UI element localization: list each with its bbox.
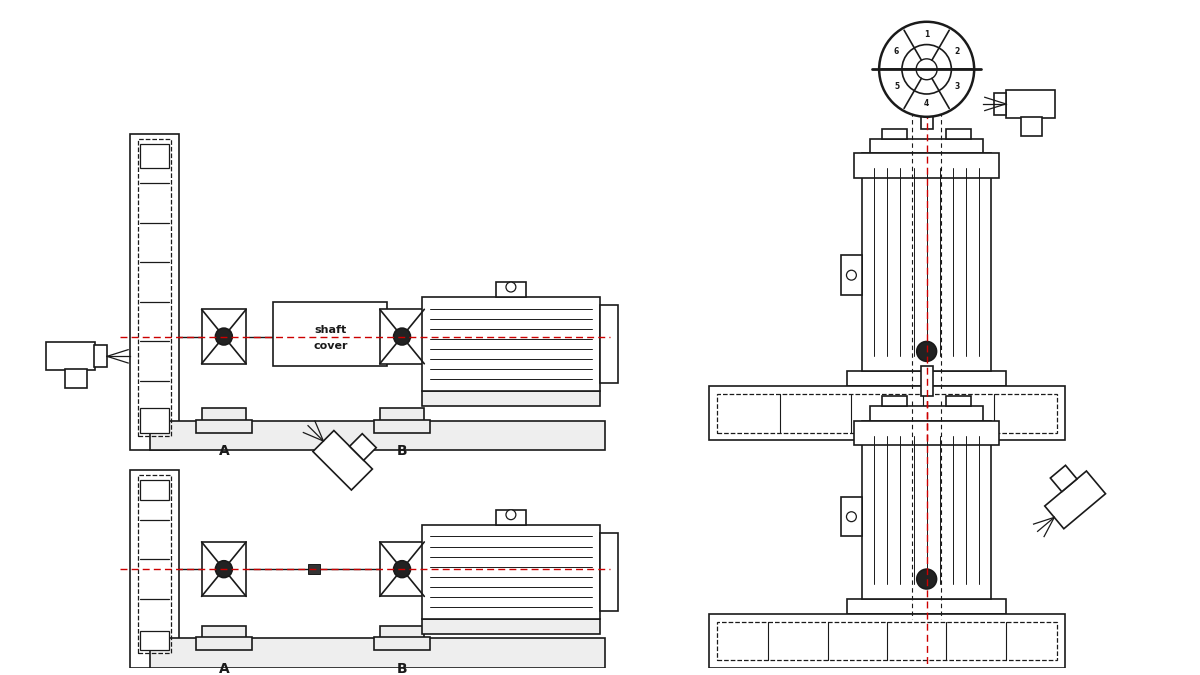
Bar xyxy=(308,564,320,574)
Bar xyxy=(716,622,1057,660)
Bar xyxy=(374,637,430,650)
Bar xyxy=(847,371,1006,386)
Polygon shape xyxy=(349,433,377,460)
Bar xyxy=(138,475,172,653)
Bar xyxy=(716,394,1057,433)
Bar xyxy=(422,391,600,406)
Text: B: B xyxy=(397,444,407,458)
Circle shape xyxy=(216,561,233,578)
Bar xyxy=(863,153,991,371)
Text: shaft: shaft xyxy=(314,325,347,335)
Circle shape xyxy=(216,328,233,345)
Bar xyxy=(870,138,983,153)
Bar xyxy=(130,470,179,668)
Circle shape xyxy=(880,22,974,117)
Text: 4: 4 xyxy=(924,99,929,109)
Bar xyxy=(139,480,169,500)
Bar xyxy=(130,134,179,450)
Bar xyxy=(496,282,526,297)
Bar xyxy=(94,346,107,367)
Bar xyxy=(46,342,95,370)
Bar xyxy=(947,396,971,406)
Bar xyxy=(847,599,1006,614)
Bar xyxy=(920,99,932,129)
Bar xyxy=(422,297,600,391)
Bar xyxy=(380,408,424,421)
Circle shape xyxy=(916,59,937,80)
Polygon shape xyxy=(1050,465,1076,491)
Bar xyxy=(920,367,932,396)
Text: B: B xyxy=(397,662,407,675)
Bar xyxy=(840,497,863,537)
Bar xyxy=(196,637,252,650)
Text: 6: 6 xyxy=(894,47,899,57)
Text: 3: 3 xyxy=(954,82,959,91)
Bar xyxy=(66,369,88,388)
Text: A: A xyxy=(218,444,229,458)
Bar xyxy=(1021,117,1043,136)
Bar xyxy=(870,406,983,421)
Circle shape xyxy=(846,512,857,522)
Text: 1: 1 xyxy=(924,30,929,39)
Polygon shape xyxy=(313,431,372,490)
Bar xyxy=(854,421,998,446)
Bar xyxy=(1006,90,1055,118)
Circle shape xyxy=(902,45,952,94)
Circle shape xyxy=(394,328,410,345)
Circle shape xyxy=(394,561,410,578)
Bar xyxy=(138,138,172,435)
Bar xyxy=(882,129,907,138)
Bar xyxy=(196,420,252,433)
Bar xyxy=(863,421,991,599)
Circle shape xyxy=(917,342,936,361)
Bar xyxy=(202,626,246,639)
Bar xyxy=(709,614,1066,668)
Bar xyxy=(150,639,605,668)
Text: A: A xyxy=(218,662,229,675)
Bar xyxy=(380,626,424,639)
Bar xyxy=(947,129,971,138)
Text: cover: cover xyxy=(313,342,348,352)
Bar xyxy=(379,542,425,597)
Bar xyxy=(422,619,600,634)
Bar xyxy=(274,302,388,367)
Bar xyxy=(496,510,526,524)
Bar xyxy=(600,533,618,611)
Polygon shape xyxy=(1045,471,1105,529)
Bar xyxy=(379,309,425,364)
Bar xyxy=(202,309,246,364)
Circle shape xyxy=(506,282,516,292)
Bar xyxy=(422,524,600,619)
Circle shape xyxy=(917,569,936,589)
Bar xyxy=(202,542,246,597)
Circle shape xyxy=(846,270,857,280)
Bar xyxy=(139,630,169,650)
Bar xyxy=(882,396,907,406)
Bar xyxy=(994,93,1006,115)
Bar xyxy=(600,305,618,383)
Text: 5: 5 xyxy=(894,82,899,91)
Bar xyxy=(139,408,169,433)
Text: 2: 2 xyxy=(954,47,959,57)
Bar xyxy=(840,255,863,295)
Bar xyxy=(374,420,430,433)
Bar xyxy=(854,153,998,178)
Bar xyxy=(150,421,605,450)
Bar xyxy=(202,408,246,421)
Bar xyxy=(709,386,1066,441)
Circle shape xyxy=(506,510,516,520)
Bar xyxy=(139,144,169,168)
